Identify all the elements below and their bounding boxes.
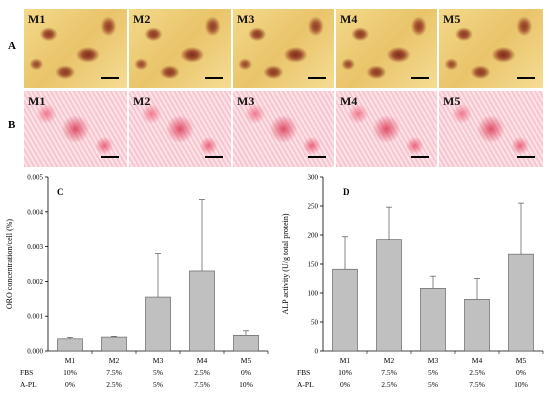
bar [464, 299, 490, 352]
chart-panel-label: D [343, 187, 350, 197]
y-tick-label: 0.001 [27, 313, 43, 321]
condition-value: 0% [340, 380, 350, 389]
scale-bar [308, 77, 326, 79]
micrograph-label: M2 [133, 12, 151, 26]
micrograph-a-m5: M5 [439, 9, 543, 88]
condition-value: 5% [153, 380, 163, 389]
x-category-label: M1 [65, 356, 76, 365]
scale-bar [411, 77, 429, 79]
bar [332, 268, 358, 352]
bar [189, 270, 215, 352]
scale-bar [517, 77, 535, 79]
y-tick-label: 250 [308, 203, 319, 211]
micrograph-label: M1 [28, 94, 46, 108]
condition-value: 10% [239, 380, 253, 389]
scale-bar [205, 77, 223, 79]
y-axis-title: ORO concentration/cell (%) [5, 219, 14, 310]
x-category-label: M5 [241, 356, 252, 365]
micrograph-a-m1: M1 [24, 9, 127, 88]
x-category-label: M2 [109, 356, 120, 365]
condition-value: 7.5% [194, 380, 210, 389]
y-tick-label: 100 [308, 290, 319, 298]
bar [420, 288, 446, 352]
y-tick-label: 150 [308, 261, 319, 269]
micrograph-label: M4 [340, 94, 358, 108]
scale-bar [308, 156, 326, 158]
micrograph-a-m4: M4 [336, 9, 437, 88]
bar [57, 338, 83, 352]
condition-value: 2.5% [194, 368, 210, 377]
condition-value: 7.5% [106, 368, 122, 377]
condition-value: 2.5% [106, 380, 122, 389]
condition-value: 2.5% [381, 380, 397, 389]
micrograph-b-m4: M4 [336, 91, 437, 167]
condition-value: 10% [514, 380, 528, 389]
condition-value: 0% [516, 368, 526, 377]
y-tick-label: 0.002 [27, 278, 43, 286]
x-category-label: M4 [197, 356, 208, 365]
condition-label: FBS [20, 368, 33, 377]
condition-label: A-PL [297, 380, 314, 389]
bar [233, 335, 259, 352]
micrograph-a-m3: M3 [233, 9, 334, 88]
y-tick-label: 200 [308, 232, 319, 240]
micrograph-label: M4 [340, 12, 358, 26]
condition-value: 0% [65, 380, 75, 389]
x-category-label: M2 [384, 356, 395, 365]
condition-label: FBS [297, 368, 310, 377]
scale-bar [101, 156, 119, 158]
micrograph-label: M5 [443, 94, 461, 108]
condition-value: 5% [428, 380, 438, 389]
micrograph-label: M5 [443, 12, 461, 26]
condition-value: 5% [153, 368, 163, 377]
condition-label: A-PL [20, 380, 37, 389]
y-tick-label: 0.005 [27, 174, 43, 182]
y-tick-label: 0 [315, 348, 319, 356]
bar [101, 336, 127, 352]
y-tick-label: 300 [308, 174, 319, 182]
micrograph-a-m2: M2 [129, 9, 231, 88]
chart-panel-label: C [57, 187, 64, 197]
row-label-b: B [8, 119, 16, 131]
bar [145, 296, 171, 352]
scale-bar [101, 77, 119, 79]
x-category-label: M3 [153, 356, 164, 365]
condition-value: 7.5% [469, 380, 485, 389]
micrograph-b-m1: M1 [24, 91, 127, 167]
x-category-label: M4 [472, 356, 483, 365]
condition-value: 2.5% [469, 368, 485, 377]
y-tick-label: 0.003 [27, 243, 43, 251]
condition-value: 5% [428, 368, 438, 377]
bar [376, 239, 402, 352]
condition-value: 7.5% [381, 368, 397, 377]
condition-value: 10% [63, 368, 77, 377]
micrograph-label: M3 [237, 12, 255, 26]
x-category-label: M5 [516, 356, 527, 365]
condition-value: 10% [338, 368, 352, 377]
micrograph-b-m5: M5 [439, 91, 543, 167]
scale-bar [205, 156, 223, 158]
condition-value: 0% [241, 368, 251, 377]
chart-alp: 0 50 100 150 200 250 300 M1 M2 M3 M4 M5 FBS 10% 7.5% 5%… [281, 174, 544, 389]
row-label-a: A [8, 40, 16, 52]
y-tick-label: 0.004 [27, 208, 43, 216]
micrograph-b-m2: M2 [129, 91, 231, 167]
x-category-label: M1 [340, 356, 351, 365]
scale-bar [517, 156, 535, 158]
chart-oro: 0.000 0.001 0.002 0.003 0.004 0.005 M1 M2 M3 M4 M5… [5, 174, 269, 389]
bar [508, 253, 534, 352]
y-tick-label: 50 [311, 319, 319, 327]
micrograph-label: M2 [133, 94, 151, 108]
y-axis-title: ALP activity (U/g total protein) [281, 213, 290, 314]
x-category-label: M3 [428, 356, 439, 365]
y-tick-label: 0.000 [27, 348, 43, 356]
micrograph-label: M1 [28, 12, 46, 26]
micrograph-label: M3 [237, 94, 255, 108]
scale-bar [411, 156, 429, 158]
micrograph-b-m3: M3 [233, 91, 334, 167]
